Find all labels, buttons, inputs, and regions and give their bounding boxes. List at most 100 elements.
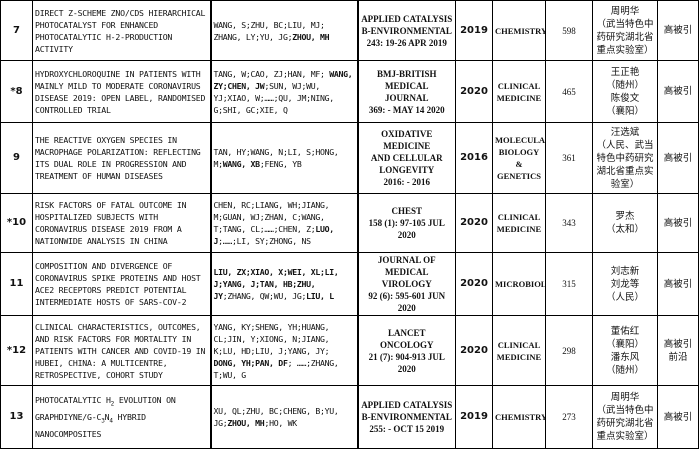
journal-line: B-ENVIRONMENTAL	[361, 25, 452, 36]
local-author-line: 刘龙等	[610, 278, 640, 290]
author-segment: ;HO, WK	[264, 418, 297, 428]
local-author: 周明华 （武当特色中药研究湖北省重点实验室）	[592, 385, 658, 449]
title-segment: 4	[109, 417, 113, 425]
local-author-line: （随州）	[605, 79, 644, 91]
table-row: *10 RISK FACTORS OF FATAL OUTCOME IN HOSP…	[0, 193, 699, 253]
journal-line: 2016: - 2016	[383, 177, 431, 187]
citation-count: 343	[545, 193, 593, 253]
journal-info: BMJ-BRITISH MEDICAL JOURNAL 369: - MAY 14 …	[357, 60, 456, 123]
local-author-line: （随州）	[605, 364, 644, 376]
highlighted-author: LIU, L	[306, 291, 334, 301]
highlighted-author: ZHOU, MH	[292, 31, 330, 42]
paper-title: PHOTOCATALYTIC H2 EVOLUTION ON GRAPHDIYN…	[32, 385, 212, 449]
tag-label: 高被引	[663, 411, 693, 423]
tag-label: 高被引	[663, 25, 693, 36]
highlighted-author: LIU, ZX;XIAO, X;WEI, XL;LI, J;YANG, J;TA…	[213, 267, 339, 301]
local-author: 董佑红 （襄阳） 潘东风 （随州）	[592, 315, 658, 386]
local-author: 王正艳 （随州） 陈俊文 （襄阳）	[592, 60, 658, 123]
citation-count: 361	[545, 122, 593, 194]
citation-count: 598	[545, 0, 593, 61]
journal-line: 158 (1): 97-105 JUL	[368, 218, 445, 228]
citation-count: 315	[545, 252, 593, 316]
paper-tag: 高被引	[657, 252, 699, 316]
highlighted-author: WANG, XB	[222, 159, 260, 169]
journal-line: VIROLOGY	[381, 279, 432, 289]
row-number: 7	[0, 0, 33, 61]
highlighted-author: WANG, ZY;CHEN, JW	[213, 68, 353, 91]
journal-line: APPLIED CATALYSIS	[361, 400, 453, 410]
paper-title: THE REACTIVE OXYGEN SPECIES IN MACROPHAG…	[32, 122, 212, 194]
table-row: 11 COMPOSITION AND DIVERGENCE OF CORONAVI…	[0, 252, 699, 316]
row-number: *8	[0, 60, 33, 123]
local-author-line: （武当特色中药研究湖北省重点实验室）	[596, 18, 654, 56]
highlighted-author: ZHOU, MH	[227, 418, 265, 428]
table-row: 13 PHOTOCATALYTIC H2 EVOLUTION ON GRAPHDI…	[0, 385, 699, 449]
table-row: *8 HYDROXYCHLOROQUINE IN PATIENTS WITH MA…	[0, 60, 699, 123]
journal-line: 243: 19-26 APR 2019	[366, 37, 447, 48]
journal-line: LONGEVITY	[379, 165, 435, 175]
journal-line: APPLIED CATALYSIS	[361, 13, 453, 24]
author-segment: CHEN, RC;LIANG, WH;JIANG, M;GUAN, WJ;ZHA…	[213, 200, 330, 234]
title-segment: PHOTOCATALYTIC H	[35, 395, 111, 406]
journal-line: B-ENVIRONMENTAL	[361, 412, 452, 422]
publication-year: 2019	[455, 385, 493, 449]
local-author-line: （人民）	[605, 291, 644, 303]
local-author-line: （人民、武当特色中药研究湖北省重点实验室）	[596, 139, 654, 190]
row-number: 13	[0, 385, 33, 449]
research-field: CLINICAL MEDICINE	[492, 193, 546, 253]
tag-label: 高被引	[663, 217, 693, 229]
table-row: 7 DIRECT Z-SCHEME ZNO/CDS HIERARCHICAL PH…	[0, 0, 699, 61]
journal-info: LANCET ONCOLOGY 21 (7): 904-913 JUL 2020	[357, 315, 456, 386]
local-author-line: 刘志新	[610, 265, 640, 277]
title-segment: EVOLUTION ON GRAPHDIYNE/G-C	[35, 395, 176, 422]
citation-count: 298	[545, 315, 593, 386]
journal-line: LANCET ONCOLOGY	[379, 327, 434, 350]
journal-line: BMJ-BRITISH MEDICAL	[376, 68, 437, 91]
paper-authors: TANG, W;CAO, ZJ;HAN, MF; WANG, ZY;CHEN, …	[210, 60, 359, 123]
publication-year: 2020	[455, 193, 493, 253]
paper-authors: WANG, S;ZHU, BC;LIU, MJ; ZHANG, LY;YU, J…	[210, 0, 359, 61]
local-author: 刘志新 刘龙等 （人民）	[592, 252, 658, 316]
author-segment: YANG, KY;SHENG, YH;HUANG, CL;JIN, Y;XION…	[213, 321, 330, 356]
journal-info: APPLIED CATALYSIS B-ENVIRONMENTAL 243: 19-…	[357, 0, 456, 61]
paper-title: HYDROXYCHLOROQUINE IN PATIENTS WITH MAIN…	[32, 60, 212, 123]
local-author-line: 汪选斌	[610, 126, 640, 138]
research-field: MICROBIOLOGY	[492, 252, 546, 316]
publication-year: 2020	[455, 60, 493, 123]
citation-count: 273	[545, 385, 593, 449]
author-segment: XU, QL;ZHU, BC;CHENG, B;YU, JG;	[213, 406, 339, 428]
publication-year: 2019	[455, 0, 493, 61]
tag-label: 高被引	[663, 86, 693, 97]
local-author-line: 王正艳	[610, 66, 640, 78]
row-number: 9	[0, 122, 33, 194]
table-row: 9 THE REACTIVE OXYGEN SPECIES IN MACROPHA…	[0, 122, 699, 194]
paper-authors: TAN, HY;WANG, N;LI, S;HONG, M;WANG, XB;F…	[210, 122, 359, 194]
local-author-line: 罗杰	[615, 211, 635, 222]
author-segment: TANG, W;CAO, ZJ;HAN, MF;	[213, 68, 330, 79]
paper-tag: 高被引	[657, 0, 699, 61]
journal-line: CHEST	[391, 206, 422, 216]
paper-title: COMPOSITION AND DIVERGENCE OF CORONAVIRU…	[32, 252, 212, 316]
paper-tag: 高被引	[657, 60, 699, 123]
paper-authors: CHEN, RC;LIANG, WH;JIANG, M;GUAN, WJ;ZHA…	[210, 193, 359, 253]
paper-tag: 高被引	[657, 385, 699, 449]
tag-label: 高被引	[663, 152, 693, 164]
paper-authors: YANG, KY;SHENG, YH;HUANG, CL;JIN, Y;XION…	[210, 315, 359, 386]
research-field: CHEMISTRY	[492, 0, 546, 61]
author-segment: ;FENG, YB	[259, 159, 302, 169]
publication-year: 2020	[455, 252, 493, 316]
journal-info: OXIDATIVE MEDICINE AND CELLULAR LONGEVITY 2…	[357, 122, 456, 194]
local-author-line: 周明华	[610, 5, 640, 17]
paper-title: RISK FACTORS OF FATAL OUTCOME IN HOSPITA…	[32, 193, 212, 253]
journal-line: 255: - OCT 15 2019	[369, 424, 445, 434]
local-author: 周明华 （武当特色中药研究湖北省重点实验室）	[592, 0, 658, 61]
local-author-line: 潘东风	[610, 351, 640, 363]
title-segment: THE REACTIVE OXYGEN SPECIES IN MACROPHAG…	[35, 135, 201, 181]
paper-title: CLINICAL CHARACTERISTICS, OUTCOMES, AND …	[32, 315, 212, 386]
local-author-line: （太和）	[605, 224, 644, 235]
research-field: CLINICAL MEDICINE	[492, 60, 546, 123]
paper-tag: 高被引 前沿	[657, 315, 699, 386]
journal-line: 21 (7): 904-913 JUL	[368, 351, 445, 362]
journal-line: 2020	[397, 230, 416, 240]
